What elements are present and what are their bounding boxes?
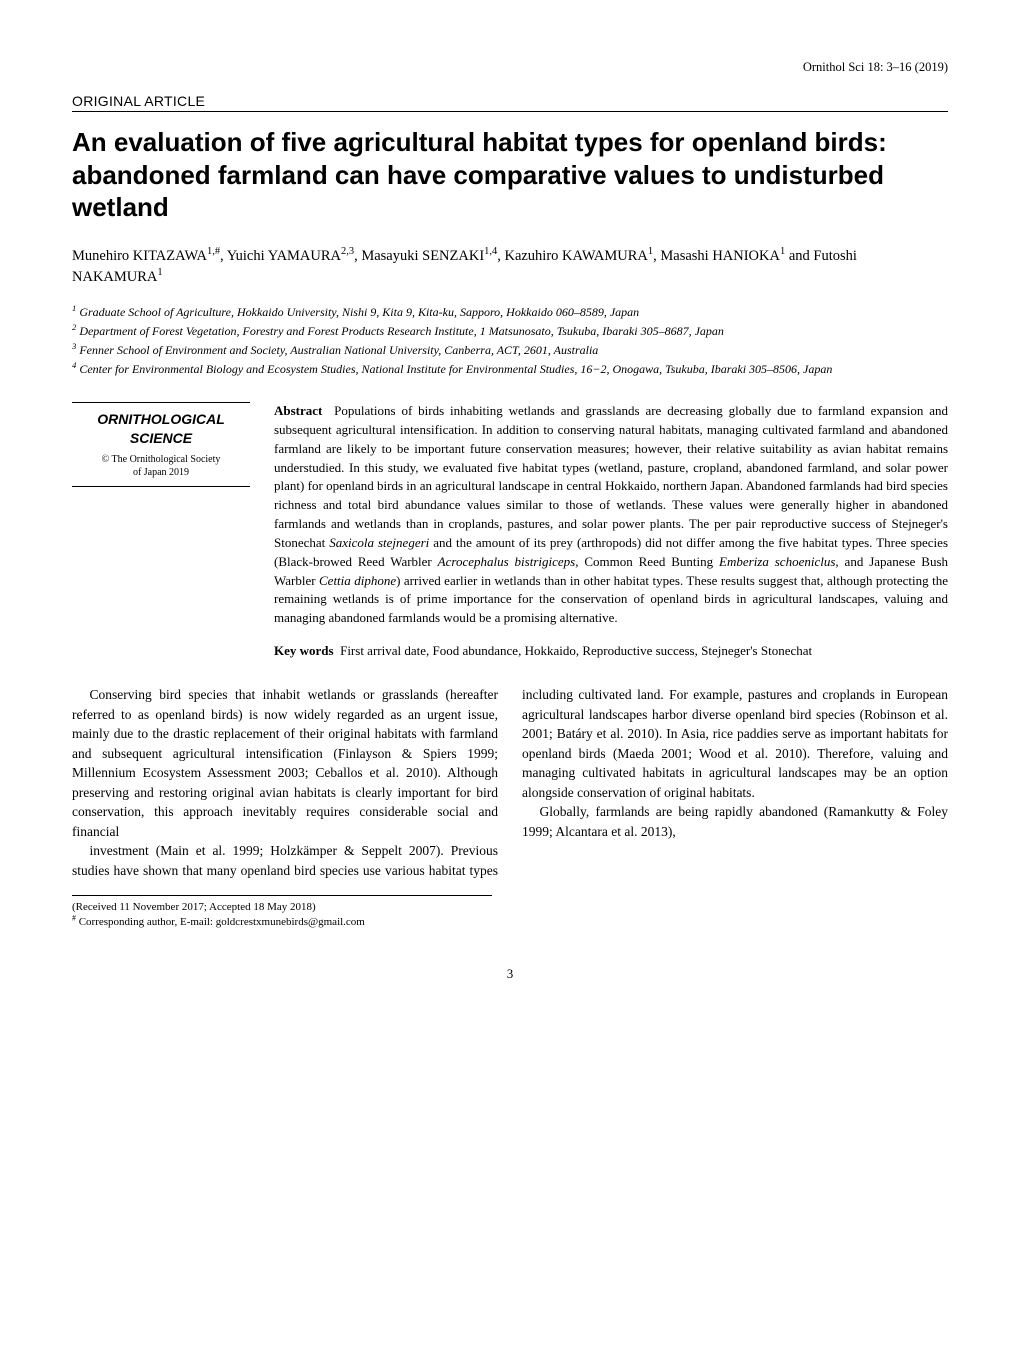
- abstract-section: ORNITHOLOGICAL SCIENCE © The Ornithologi…: [72, 402, 948, 661]
- footnote-received: (Received 11 November 2017; Accepted 18 …: [72, 900, 492, 915]
- abstract-label: Abstract: [274, 403, 322, 418]
- body-paragraph-3: Globally, farmlands are being rapidly ab…: [522, 802, 948, 841]
- body-paragraph-1: Conserving bird species that inhabit wet…: [72, 685, 498, 842]
- affiliations-block: 1 Graduate School of Agriculture, Hokkai…: [72, 303, 948, 378]
- affiliation-1: 1 Graduate School of Agriculture, Hokkai…: [72, 303, 948, 321]
- article-title: An evaluation of five agricultural habit…: [72, 126, 948, 224]
- authors-line: Munehiro KITAZAWA1,#, Yuichi YAMAURA2,3,…: [72, 246, 948, 290]
- keywords-label: Key words: [274, 643, 334, 658]
- journal-badge-box: ORNITHOLOGICAL SCIENCE © The Ornithologi…: [72, 402, 250, 487]
- journal-citation-header: Ornithol Sci 18: 3–16 (2019): [72, 60, 948, 75]
- affiliation-2: 2 Department of Forest Vegetation, Fores…: [72, 322, 948, 340]
- keywords-line: Key words First arrival date, Food abund…: [274, 642, 948, 661]
- affiliation-4: 4 Center for Environmental Biology and E…: [72, 360, 948, 378]
- journal-name-line1: ORNITHOLOGICAL: [97, 411, 225, 427]
- copyright-line2: of Japan 2019: [133, 467, 189, 478]
- copyright-line1: © The Ornithological Society: [102, 454, 221, 465]
- footnotes-block: (Received 11 November 2017; Accepted 18 …: [72, 895, 492, 931]
- page-number: 3: [72, 966, 948, 982]
- copyright-line: © The Ornithological Society of Japan 20…: [72, 453, 250, 479]
- affiliation-3: 3 Fenner School of Environment and Socie…: [72, 341, 948, 359]
- abstract-column: Abstract Populations of birds inhabiting…: [274, 402, 948, 661]
- journal-name: ORNITHOLOGICAL SCIENCE: [72, 410, 250, 448]
- keywords-text: First arrival date, Food abundance, Hokk…: [340, 643, 812, 658]
- journal-name-line2: SCIENCE: [130, 430, 192, 446]
- footnote-corresponding: # Corresponding author, E-mail: goldcres…: [72, 915, 492, 930]
- section-label: ORIGINAL ARTICLE: [72, 93, 948, 112]
- body-text-columns: Conserving bird species that inhabit wet…: [72, 685, 948, 881]
- abstract-text: Abstract Populations of birds inhabiting…: [274, 402, 948, 628]
- abstract-body: Populations of birds inhabiting wetlands…: [274, 403, 948, 625]
